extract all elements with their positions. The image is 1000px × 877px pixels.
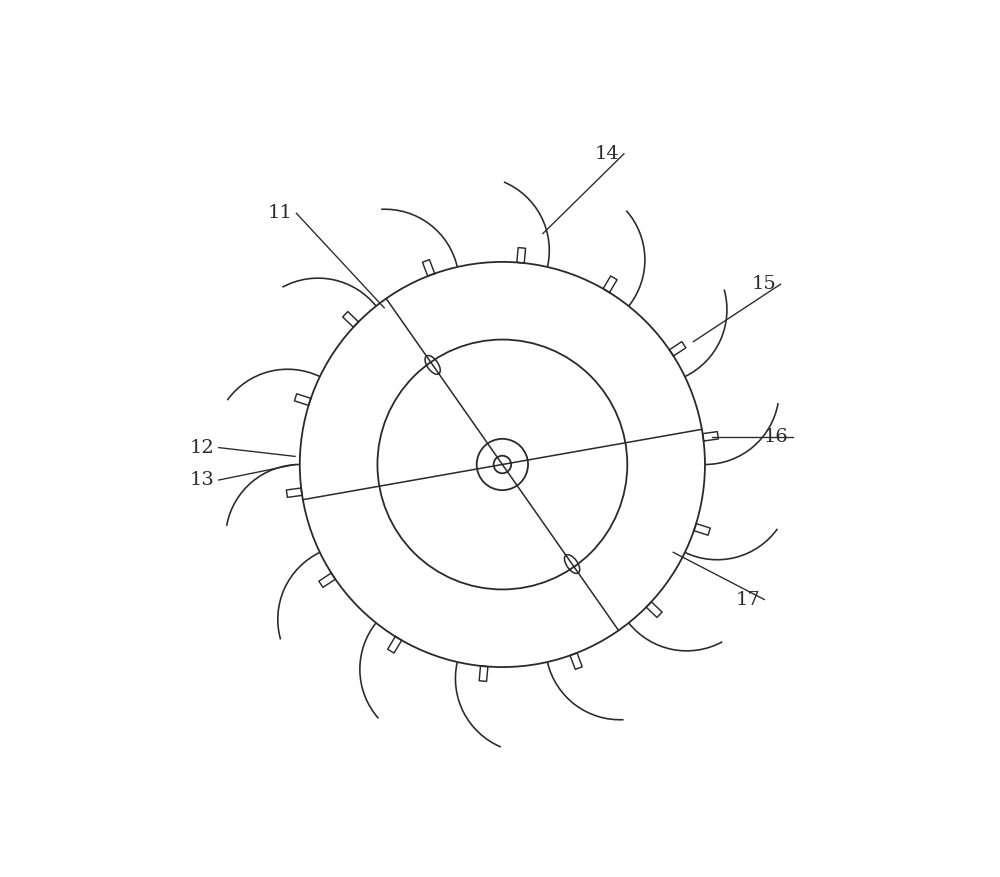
- Text: 15: 15: [751, 275, 776, 293]
- Text: 12: 12: [189, 438, 214, 457]
- Text: 17: 17: [735, 590, 760, 609]
- Text: 13: 13: [189, 471, 214, 489]
- Text: 11: 11: [267, 204, 292, 222]
- Text: 14: 14: [595, 145, 619, 163]
- Text: 16: 16: [763, 429, 788, 446]
